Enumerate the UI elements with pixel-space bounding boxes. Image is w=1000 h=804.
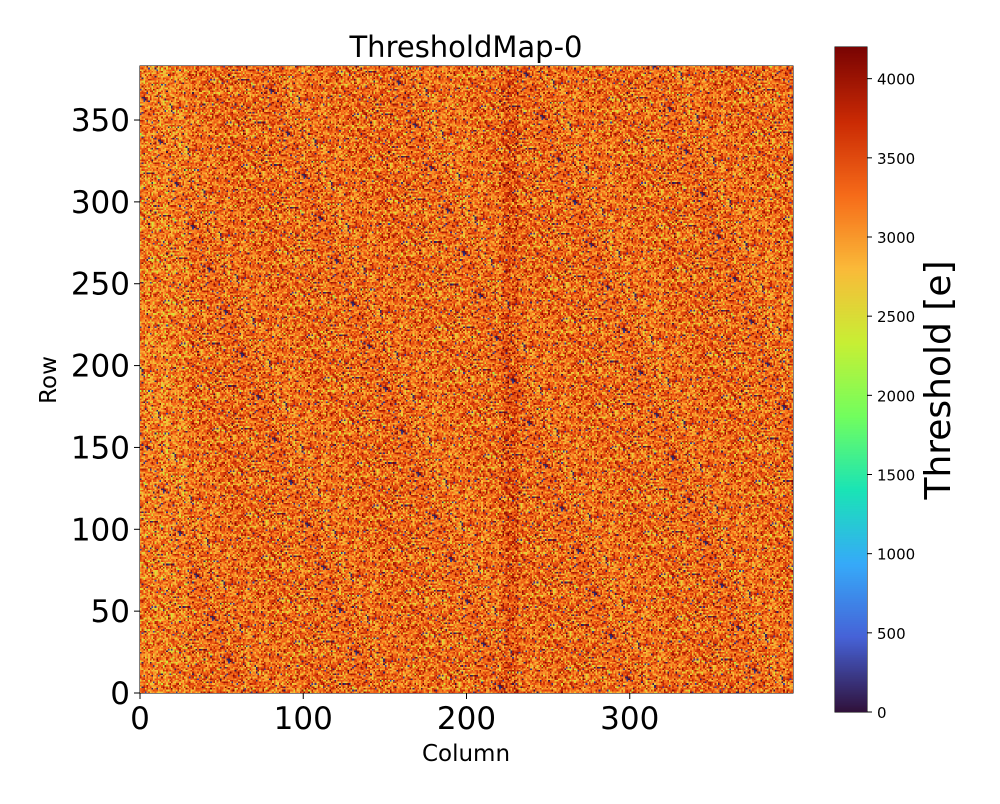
colorbar-tick-label: 1000 [877,546,915,564]
x-tick-label: 0 [130,701,150,737]
colorbar-tick-label: 2000 [877,387,915,405]
x-axis-label: Column [422,741,510,767]
colorbar-tick-label: 500 [877,625,906,643]
y-tick-label: 350 [71,103,130,139]
y-tick-label: 0 [110,676,130,712]
y-tick-label: 150 [71,430,130,466]
y-axis-label: Row [36,356,62,404]
colorbar-tick-label: 1500 [877,467,915,485]
y-tick-label: 250 [71,267,130,303]
colorbar-ticks: 0 500 1000 1500 2000 2500 3000 3500 4000 [867,71,915,722]
y-axis-ticks: 0 50 100 150 200 250 300 350 [71,103,140,712]
y-tick-label: 50 [91,594,130,630]
colorbar-gradient [835,47,867,712]
colorbar-tick-label: 3500 [877,150,915,168]
chart-title: ThresholdMap-0 [348,30,582,64]
x-axis-ticks: 0 100 200 300 [130,693,659,737]
colorbar-tick-label: 3000 [877,229,915,247]
x-tick-label: 100 [274,701,333,737]
x-tick-label: 200 [437,701,496,737]
heatmap-image [140,66,793,693]
y-tick-label: 100 [71,512,130,548]
colorbar-tick-label: 4000 [877,71,915,89]
x-tick-label: 300 [600,701,659,737]
y-tick-label: 200 [71,349,130,385]
y-tick-label: 300 [71,185,130,221]
colorbar-label: Threshold [e] [918,260,959,500]
colorbar-tick-label: 2500 [877,308,915,326]
colorbar-tick-label: 0 [877,704,887,722]
